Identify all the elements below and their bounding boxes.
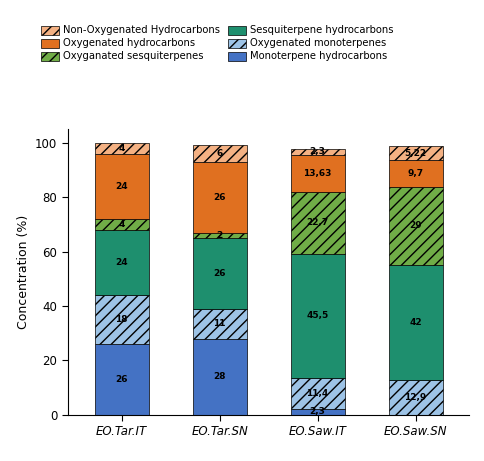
Bar bbox=[291, 192, 345, 254]
Text: 6: 6 bbox=[216, 149, 223, 158]
Text: 12,9: 12,9 bbox=[405, 393, 427, 402]
Text: 2: 2 bbox=[216, 231, 223, 240]
Text: 5,22: 5,22 bbox=[405, 148, 427, 158]
Text: 13,63: 13,63 bbox=[303, 169, 332, 178]
Bar bbox=[193, 162, 246, 232]
Bar bbox=[291, 408, 345, 415]
Text: 11,4: 11,4 bbox=[306, 389, 329, 398]
Bar bbox=[389, 146, 442, 160]
Bar bbox=[193, 339, 246, 415]
Text: 28: 28 bbox=[213, 372, 226, 381]
Bar bbox=[95, 154, 149, 219]
Bar bbox=[95, 219, 149, 230]
Text: 2,3: 2,3 bbox=[310, 147, 326, 156]
Text: 4: 4 bbox=[119, 144, 125, 153]
Text: 24: 24 bbox=[115, 258, 128, 267]
Bar bbox=[95, 344, 149, 415]
Y-axis label: Concentration (%): Concentration (%) bbox=[16, 215, 30, 329]
Text: 2,3: 2,3 bbox=[310, 407, 326, 416]
Text: 4: 4 bbox=[119, 220, 125, 229]
Text: 11: 11 bbox=[213, 319, 226, 328]
Text: 24: 24 bbox=[115, 182, 128, 191]
Bar bbox=[291, 155, 345, 192]
Bar bbox=[389, 160, 442, 187]
Bar bbox=[389, 380, 442, 415]
Text: 29: 29 bbox=[409, 221, 422, 230]
Bar bbox=[193, 145, 246, 162]
Bar bbox=[193, 309, 246, 339]
Legend: Non-Oxygenated Hydrocarbons, Oxygenated hydrocarbons, Oxyganated sesquiterpenes,: Non-Oxygenated Hydrocarbons, Oxygenated … bbox=[41, 25, 393, 61]
Bar bbox=[95, 143, 149, 154]
Text: 26: 26 bbox=[213, 193, 226, 201]
Bar bbox=[389, 266, 442, 380]
Text: 18: 18 bbox=[115, 315, 128, 324]
Bar bbox=[193, 232, 246, 238]
Text: 42: 42 bbox=[409, 318, 422, 327]
Bar bbox=[95, 295, 149, 344]
Bar bbox=[291, 148, 345, 155]
Bar bbox=[291, 378, 345, 408]
Text: 9,7: 9,7 bbox=[408, 169, 424, 178]
Bar bbox=[95, 230, 149, 295]
Bar bbox=[291, 254, 345, 378]
Bar bbox=[389, 187, 442, 266]
Text: 26: 26 bbox=[115, 375, 128, 384]
Text: 45,5: 45,5 bbox=[306, 311, 329, 320]
Bar bbox=[193, 238, 246, 309]
Text: 22,7: 22,7 bbox=[306, 219, 329, 227]
Text: 26: 26 bbox=[213, 269, 226, 278]
